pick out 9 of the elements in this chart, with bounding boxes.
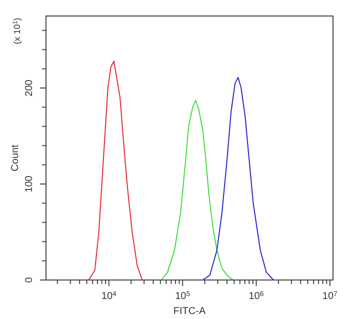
x-tick-label: 10$^{4}$ <box>101 290 117 302</box>
x-tick-label: 10$^{5}$ <box>175 290 190 302</box>
x-tick-label: 10$^{6}$ <box>248 290 264 302</box>
y-tick-label: 200 <box>24 79 35 96</box>
x-axis-title: FITC-A <box>173 306 206 317</box>
y-axis-title: Count <box>10 144 21 172</box>
y-tick-label: 0 <box>24 276 35 283</box>
x-tick-label: 10$^{7}$ <box>322 290 338 302</box>
y-tick-label: 100 <box>24 175 35 192</box>
